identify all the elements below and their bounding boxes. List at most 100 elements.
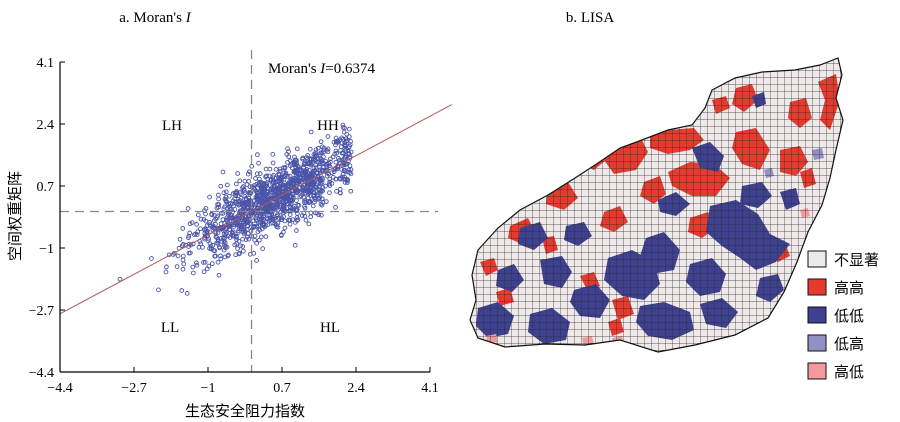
scatter-point xyxy=(256,237,262,243)
scatter-point xyxy=(343,148,348,153)
scatter-point xyxy=(208,246,214,252)
scatter-point xyxy=(348,139,353,144)
scatter-point xyxy=(317,191,323,196)
scatter-point xyxy=(345,169,351,175)
scatter-point xyxy=(278,217,284,223)
legend-item-low-low: 低低 xyxy=(807,306,864,325)
scatter-point xyxy=(282,164,288,170)
scatter-point xyxy=(201,269,207,275)
scatter-point xyxy=(302,199,307,205)
legend-label: 不显著 xyxy=(834,251,879,269)
scatter-point xyxy=(216,204,221,210)
scatter-point xyxy=(340,150,345,156)
scatter-point xyxy=(207,194,212,200)
scatter-point xyxy=(306,221,312,227)
scatter-point xyxy=(190,264,196,270)
scatter-point xyxy=(281,176,287,182)
scatter-point xyxy=(257,182,262,188)
scatter-point xyxy=(270,160,276,166)
scatter-point xyxy=(310,156,316,162)
legend-swatch xyxy=(807,362,827,380)
scatter-point xyxy=(221,238,227,244)
scatter-point xyxy=(235,171,241,176)
scatter-point xyxy=(282,225,288,231)
scatter-point xyxy=(237,250,242,256)
scatter-point xyxy=(254,240,260,246)
scatter-point xyxy=(327,163,332,169)
scatter-point xyxy=(235,246,240,251)
scatter-point xyxy=(275,185,281,191)
scatter-point xyxy=(257,198,263,204)
scatter-point xyxy=(318,201,324,207)
scatter-point xyxy=(241,248,246,254)
scatter-point xyxy=(224,244,230,250)
scatter-point xyxy=(233,193,239,198)
legend-swatch xyxy=(807,334,827,352)
scatter-point xyxy=(258,234,264,240)
scatter-point xyxy=(312,152,318,157)
scatter-point xyxy=(295,211,300,216)
scatter-point xyxy=(283,185,289,190)
scatter-point xyxy=(340,122,346,128)
scatter-point xyxy=(179,288,185,293)
scatter-point xyxy=(292,242,298,248)
y-tick-label: 4.1 xyxy=(37,56,55,71)
scatter-point xyxy=(227,227,233,232)
scatter-point xyxy=(195,229,201,235)
scatter-point xyxy=(339,167,345,172)
scatter-point xyxy=(313,150,318,155)
scatter-point xyxy=(285,181,291,187)
scatter-point xyxy=(194,262,200,268)
scatter-point xyxy=(346,126,352,132)
scatter-point xyxy=(117,276,123,282)
scatter-point xyxy=(222,236,227,241)
scatter-point xyxy=(260,180,265,186)
scatter-point xyxy=(323,183,328,189)
scatter-point xyxy=(257,227,263,233)
scatter-point xyxy=(226,193,232,199)
scatter-point xyxy=(315,171,320,176)
scatter-point xyxy=(330,174,336,180)
scatter-point xyxy=(317,184,322,189)
scatter-point xyxy=(297,194,303,200)
scatter-point xyxy=(270,220,276,226)
scatter-point xyxy=(325,149,331,155)
scatter-point xyxy=(301,169,307,175)
scatter-point xyxy=(328,156,333,162)
scatter-point xyxy=(338,144,344,150)
scatter-point xyxy=(235,199,241,205)
scatter-point xyxy=(311,180,317,186)
scatter-point xyxy=(243,237,249,242)
legend-swatch xyxy=(807,250,827,268)
scatter-point xyxy=(216,192,221,198)
legend-item-high-high: 高高 xyxy=(807,278,864,297)
scatter-point xyxy=(303,217,309,223)
scatter-point xyxy=(340,125,346,130)
scatter-point xyxy=(317,164,322,170)
scatter-point xyxy=(329,170,335,175)
scatter-point xyxy=(342,140,348,146)
scatter-point xyxy=(267,166,273,172)
scatter-point xyxy=(189,220,195,225)
panel-a-title: a. Moran's I xyxy=(119,10,191,26)
scatter-point xyxy=(245,171,251,177)
panel-b-title: b. LISA xyxy=(566,10,615,26)
scatter-point xyxy=(244,182,250,187)
scatter-point xyxy=(244,199,250,205)
scatter-point xyxy=(234,241,239,247)
scatter-point xyxy=(254,195,260,201)
scatter-point xyxy=(260,188,266,193)
scatter-point xyxy=(345,177,350,182)
scatter-point xyxy=(216,272,222,278)
scatter-point xyxy=(310,160,316,165)
y-axis-label: 空间权重矩阵 xyxy=(6,171,24,261)
scatter-point xyxy=(181,261,187,267)
scatter-point xyxy=(294,198,299,203)
scatter-point xyxy=(308,157,314,163)
scatter-point xyxy=(286,180,292,186)
scatter-point xyxy=(302,178,307,183)
scatter-point xyxy=(321,154,326,160)
scatter-point xyxy=(305,195,311,201)
scatter-point xyxy=(264,173,269,179)
scatter-point xyxy=(318,139,324,145)
